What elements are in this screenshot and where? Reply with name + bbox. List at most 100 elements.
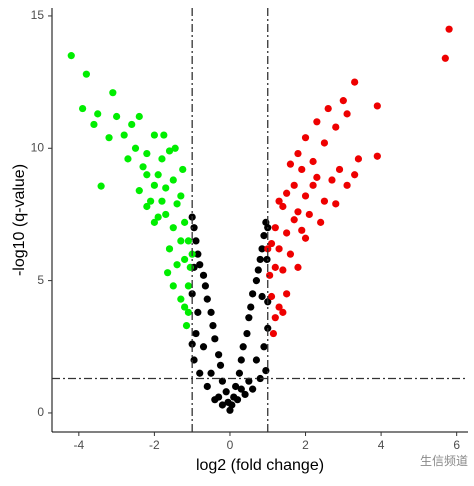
point bbox=[179, 165, 187, 174]
point bbox=[158, 155, 166, 163]
point bbox=[215, 351, 223, 359]
point bbox=[260, 343, 268, 351]
point bbox=[279, 202, 287, 211]
point bbox=[332, 123, 340, 131]
point bbox=[173, 261, 181, 269]
point bbox=[305, 210, 313, 219]
point bbox=[203, 295, 211, 303]
point bbox=[211, 335, 219, 343]
point bbox=[286, 160, 295, 168]
point bbox=[165, 147, 174, 155]
point bbox=[196, 369, 204, 377]
point bbox=[332, 200, 340, 208]
point bbox=[258, 292, 266, 301]
point bbox=[249, 290, 257, 298]
point bbox=[235, 369, 244, 377]
point bbox=[113, 112, 121, 121]
point bbox=[181, 303, 189, 311]
point bbox=[271, 263, 279, 271]
x-tick-label: 2 bbox=[302, 438, 309, 452]
point bbox=[207, 369, 215, 377]
watermark: 生信频道 bbox=[420, 454, 468, 468]
point bbox=[222, 388, 230, 396]
x-tick-label: 6 bbox=[453, 438, 460, 452]
point bbox=[263, 255, 271, 264]
point bbox=[294, 263, 302, 271]
point bbox=[199, 343, 208, 351]
point bbox=[245, 377, 253, 385]
point bbox=[177, 295, 185, 303]
point bbox=[290, 216, 298, 224]
point bbox=[267, 239, 276, 248]
y-tick-label: 15 bbox=[31, 8, 45, 22]
point bbox=[262, 366, 270, 375]
point bbox=[181, 255, 189, 264]
point bbox=[301, 234, 310, 242]
point bbox=[351, 171, 359, 179]
point bbox=[301, 192, 310, 200]
point bbox=[164, 269, 172, 277]
point bbox=[241, 390, 249, 399]
point bbox=[239, 343, 247, 351]
point bbox=[243, 329, 251, 338]
point bbox=[162, 210, 170, 219]
point bbox=[275, 303, 283, 311]
point bbox=[154, 171, 162, 179]
point bbox=[283, 290, 291, 298]
point bbox=[309, 181, 317, 189]
point bbox=[139, 163, 147, 171]
point bbox=[67, 52, 75, 60]
point bbox=[237, 356, 245, 364]
point bbox=[249, 385, 257, 393]
point bbox=[169, 224, 177, 232]
point bbox=[258, 245, 266, 253]
point bbox=[162, 184, 170, 192]
point bbox=[271, 224, 279, 232]
point bbox=[343, 110, 351, 118]
point bbox=[286, 250, 295, 258]
point bbox=[128, 120, 136, 129]
point bbox=[216, 361, 225, 369]
point bbox=[160, 131, 168, 139]
x-tick-label: -2 bbox=[149, 438, 160, 452]
point bbox=[177, 237, 185, 245]
point bbox=[301, 134, 310, 142]
point bbox=[192, 237, 200, 245]
point bbox=[309, 157, 317, 166]
point bbox=[150, 131, 158, 139]
point bbox=[207, 308, 215, 316]
point bbox=[283, 189, 291, 197]
point bbox=[90, 120, 98, 129]
point bbox=[298, 165, 306, 174]
point bbox=[196, 261, 204, 269]
point bbox=[373, 102, 381, 110]
point bbox=[169, 176, 177, 184]
point bbox=[275, 197, 283, 205]
point bbox=[320, 139, 329, 147]
point bbox=[120, 131, 128, 139]
point bbox=[190, 224, 198, 232]
point bbox=[256, 255, 264, 264]
y-axis-title: -log10 (q-value) bbox=[11, 164, 28, 276]
point bbox=[184, 237, 192, 245]
point bbox=[317, 218, 325, 226]
point bbox=[294, 149, 302, 158]
point bbox=[335, 165, 344, 174]
x-axis-title: log2 (fold change) bbox=[196, 457, 324, 474]
point bbox=[324, 104, 332, 113]
point bbox=[441, 54, 449, 62]
point bbox=[294, 208, 302, 216]
point bbox=[131, 144, 140, 152]
point bbox=[269, 329, 278, 338]
point bbox=[192, 329, 200, 338]
point bbox=[154, 213, 162, 221]
point bbox=[171, 144, 179, 152]
point bbox=[184, 282, 192, 290]
point bbox=[182, 322, 191, 330]
x-tick-label: -4 bbox=[73, 438, 84, 452]
point bbox=[373, 152, 381, 160]
point bbox=[177, 192, 185, 200]
point bbox=[254, 266, 262, 274]
